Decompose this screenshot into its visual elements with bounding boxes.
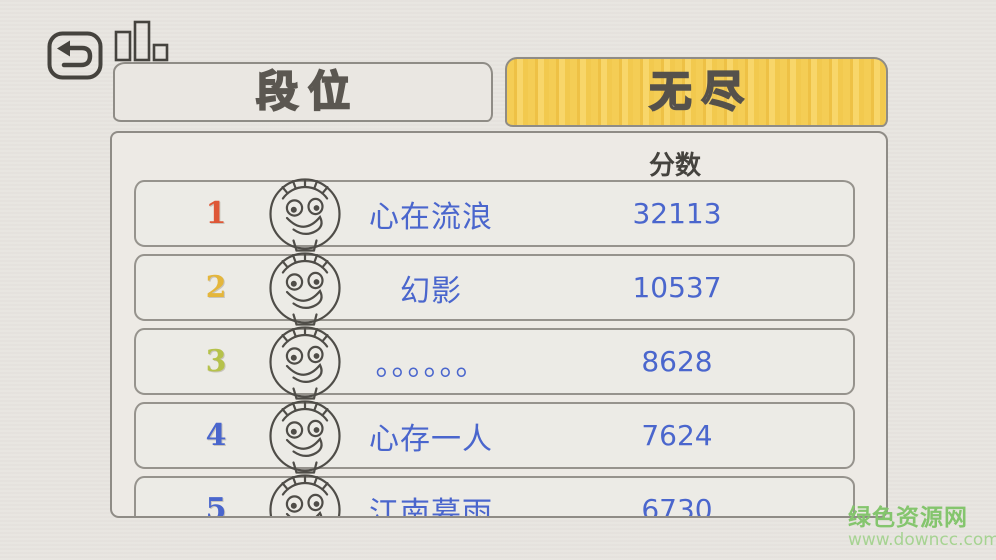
leaderboard-row[interactable]: 3 [134, 326, 855, 400]
score-column-header: 分数 [648, 151, 701, 181]
watermark-site-name: 绿色资源网 [848, 505, 968, 531]
leaderboard-row[interactable]: 5 [134, 474, 855, 518]
tab-rank-label: 段位 [255, 67, 360, 116]
player-name: 。。。。。。 [375, 347, 487, 383]
player-score: 8628 [641, 345, 713, 378]
leaderboard-row[interactable]: 4 [134, 400, 855, 474]
leaderboard-rows: 1 [134, 178, 855, 518]
leaderboard-row[interactable]: 2 [134, 252, 855, 326]
watermark: 绿色资源网 www.downcc.com [848, 505, 996, 551]
tab-endless-label: 无尽 [648, 67, 754, 116]
player-score: 7624 [641, 419, 713, 452]
rank-number: 5 [205, 492, 227, 518]
player-name: 心存一人 [369, 421, 493, 457]
watermark-url: www.downcc.com [848, 530, 996, 551]
player-score: 10537 [632, 271, 722, 304]
bar-chart-icon[interactable] [114, 20, 172, 62]
player-name: 江南慕雨 [369, 495, 493, 518]
tab-endless-active[interactable]: 无尽 [505, 57, 888, 127]
rank-number: 2 [205, 270, 227, 305]
rank-number: 4 [205, 418, 227, 453]
rank-number: 3 [205, 344, 227, 379]
leaderboard-row[interactable]: 1 [134, 178, 855, 252]
tab-rank[interactable]: 段位 [113, 62, 493, 122]
player-name: 心在流浪 [369, 199, 493, 235]
leaderboard-panel: 分数 1 [110, 131, 888, 518]
player-score: 32113 [632, 197, 722, 230]
player-score: 6730 [641, 493, 713, 518]
rank-number: 1 [205, 196, 227, 231]
back-button[interactable] [47, 31, 103, 80]
player-name: 幻影 [400, 273, 462, 309]
return-arrow-icon [47, 31, 103, 80]
